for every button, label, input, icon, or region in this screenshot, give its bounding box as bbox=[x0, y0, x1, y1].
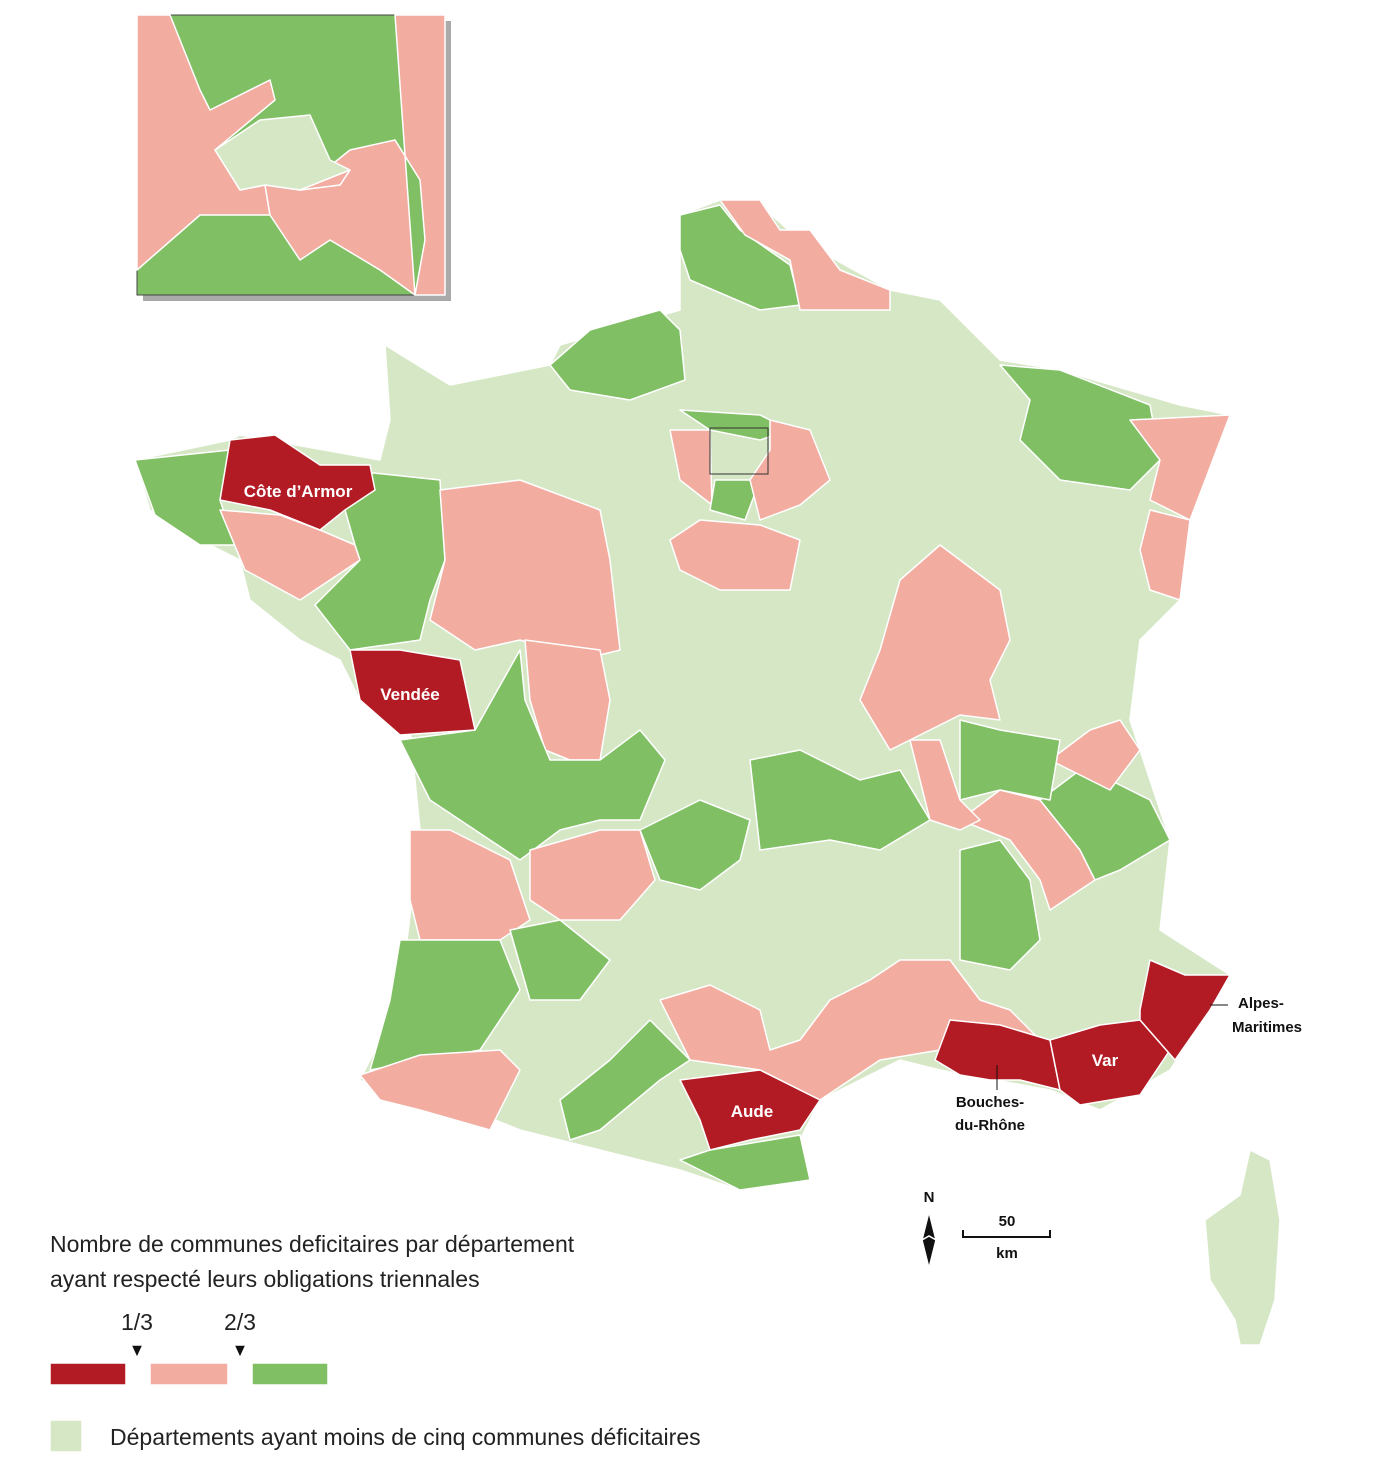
legend-title: Nombre de communes deficitaires par dépa… bbox=[50, 1231, 575, 1257]
corsica bbox=[1204, 1149, 1281, 1346]
swatch bbox=[149, 1362, 229, 1386]
inset bbox=[136, 14, 451, 301]
label: du-Rhône bbox=[955, 1117, 1025, 1134]
label: Bouches- bbox=[956, 1094, 1024, 1111]
legend-note: Départements ayant moins de cinq commune… bbox=[110, 1424, 701, 1450]
compass-arrow bbox=[921, 1235, 937, 1269]
legend-title: ayant respecté leurs obligations trienna… bbox=[50, 1266, 480, 1292]
label: Vendée bbox=[380, 685, 440, 704]
label: Var bbox=[1092, 1051, 1119, 1070]
label: Maritimes bbox=[1232, 1019, 1302, 1036]
label: Aude bbox=[731, 1102, 774, 1121]
swatch bbox=[49, 1362, 127, 1386]
threshold: 2/3 bbox=[224, 1309, 256, 1335]
scale-unit: km bbox=[996, 1245, 1018, 1262]
scale-bar bbox=[962, 1230, 1051, 1238]
compass: N bbox=[924, 1189, 935, 1206]
label: Côte d’Armor bbox=[244, 482, 353, 501]
scale-value: 50 bbox=[999, 1213, 1016, 1230]
departements bbox=[134, 199, 1231, 1191]
swatch bbox=[49, 1419, 83, 1453]
inset-frame bbox=[709, 427, 769, 475]
marker bbox=[233, 1344, 247, 1359]
swatch bbox=[251, 1362, 329, 1386]
marker bbox=[130, 1344, 144, 1359]
threshold: 1/3 bbox=[121, 1309, 153, 1335]
label: Alpes- bbox=[1238, 995, 1284, 1012]
